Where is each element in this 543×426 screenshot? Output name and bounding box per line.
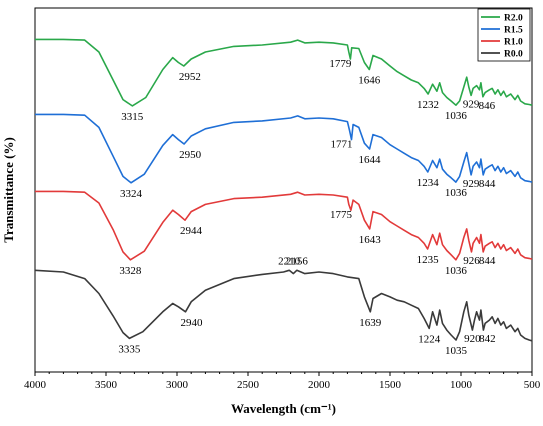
peak-label: 1035 <box>445 345 468 357</box>
legend-label: R1.5 <box>504 26 523 36</box>
peak-label: 1036 <box>445 265 468 277</box>
x-axis-title: Wavelength (cm⁻¹) <box>231 401 336 416</box>
peak-label: 2950 <box>179 149 202 161</box>
legend-label: R1.0 <box>504 38 523 48</box>
peak-label: 920 <box>464 333 481 345</box>
peak-label: 1639 <box>359 317 382 329</box>
peak-label: 3335 <box>118 343 141 355</box>
peak-label: 1779 <box>329 58 352 70</box>
series-line-R1.5 <box>35 113 533 184</box>
series-line-R1.0 <box>35 190 533 261</box>
peak-label: 2952 <box>179 71 201 83</box>
peak-label: 2156 <box>286 255 309 267</box>
peak-label: 926 <box>463 255 480 267</box>
peak-label: 929 <box>463 98 480 110</box>
series-line-R0.0 <box>34 269 533 342</box>
x-tick-label: 2000 <box>308 379 331 391</box>
peak-label: 3328 <box>119 265 142 277</box>
peak-label: 3315 <box>121 111 144 123</box>
legend: R2.0 R1.5 R1.0 R0.0 <box>477 8 531 62</box>
peak-label: 2940 <box>181 317 204 329</box>
peak-label: 1036 <box>445 187 468 199</box>
series-line-R2.0 <box>35 38 533 107</box>
peak-label: 2210 <box>278 255 301 267</box>
peak-label: 1224 <box>418 333 441 345</box>
peak-label: 844 <box>479 255 496 267</box>
peak-label: 846 <box>479 100 496 112</box>
x-tick-label: 2500 <box>237 379 260 391</box>
peak-label: 929 <box>463 178 480 190</box>
x-tick-label: 3500 <box>95 379 118 391</box>
peak-label: 1771 <box>331 139 353 151</box>
peak-label: 844 <box>479 178 496 190</box>
x-tick-label: 3000 <box>166 379 189 391</box>
peak-label: 1232 <box>417 99 439 111</box>
x-tick-label: 1500 <box>379 379 402 391</box>
peak-label: 1234 <box>417 177 440 189</box>
legend-label: R2.0 <box>504 14 523 24</box>
peak-label: 2944 <box>180 225 203 237</box>
peak-label: 1643 <box>359 234 382 246</box>
y-axis-title: Transmittance (%) <box>1 137 16 243</box>
peak-label: 3324 <box>120 188 143 200</box>
peak-label: 842 <box>479 333 496 345</box>
peak-label: 1235 <box>417 254 440 266</box>
peak-label: 1646 <box>358 75 381 87</box>
series-layer <box>34 38 533 342</box>
plot-frame: 4000 3500 3000 2500 2000 1500 1000 500 <box>24 7 541 391</box>
x-tick-label: 4000 <box>24 379 47 391</box>
peak-label: 1036 <box>445 110 468 122</box>
peak-label: 1644 <box>359 154 382 166</box>
plot-border <box>34 7 533 373</box>
x-tick-label: 500 <box>524 379 541 391</box>
legend-label: R0.0 <box>504 50 523 60</box>
peak-label: 1775 <box>330 209 353 221</box>
x-tick-label: 1000 <box>450 379 473 391</box>
